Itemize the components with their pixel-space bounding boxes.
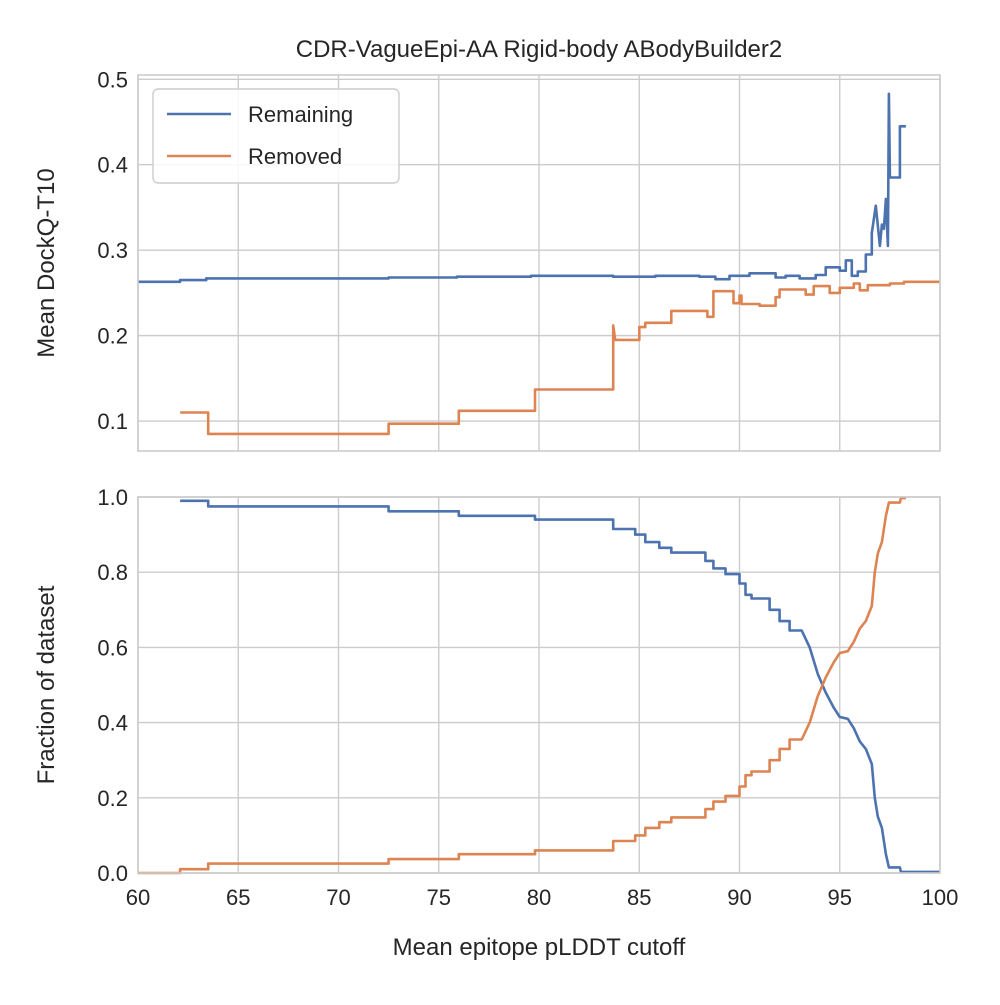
x-tick-label: 100 [922, 885, 959, 910]
y-tick-label: 0.2 [97, 324, 128, 349]
y-tick-label: 0.1 [97, 409, 128, 434]
x-tick-label: 80 [527, 885, 551, 910]
y-tick-label: 0.6 [97, 635, 128, 660]
top-y-ticks: 0.1 0.2 0.3 0.4 0.5 [97, 67, 128, 434]
y-tick-label: 0.8 [97, 560, 128, 585]
bottom-grid [137, 496, 941, 874]
series-line-remaining [180, 499, 940, 874]
x-tick-label: 65 [226, 885, 250, 910]
top-grid [137, 75, 941, 451]
x-tick-label: 70 [326, 885, 350, 910]
bottom-y-ticks: 0.0 0.2 0.4 0.6 0.8 1.0 [97, 485, 128, 886]
x-tick-label: 85 [627, 885, 651, 910]
series-line-remaining [138, 92, 906, 284]
bottom-plot-frame [137, 496, 941, 874]
x-tick-label: 60 [126, 885, 150, 910]
bottom-x-ticks: 60 65 70 75 80 85 90 95 100 [126, 885, 959, 910]
top-series [138, 92, 940, 436]
y-tick-label: 0.4 [97, 153, 128, 178]
x-tick-label: 75 [427, 885, 451, 910]
y-tick-label: 0.2 [97, 786, 128, 811]
x-axis-label: Mean epitope pLDDT cutoff [393, 934, 686, 961]
legend: Remaining Removed [152, 88, 400, 184]
top-panel: 0.1 0.2 0.3 0.4 0.5 CDR-VagueEpi-AA Rigid-bo… [33, 36, 941, 452]
top-y-axis-label: Mean DockQ-T10 [33, 168, 60, 357]
bottom-y-axis-label: Fraction of dataset [33, 585, 60, 784]
y-tick-label: 1.0 [97, 485, 128, 510]
y-tick-label: 0.3 [97, 238, 128, 263]
bottom-panel: 0.0 0.2 0.4 0.6 0.8 1.0 60 65 70 75 80 85 90 95 100 F… [33, 485, 958, 961]
y-tick-label: 0.4 [97, 711, 128, 736]
top-plot-frame [137, 74, 941, 452]
x-tick-label: 90 [727, 885, 751, 910]
legend-label-removed: Removed [248, 144, 342, 169]
x-tick-label: 95 [828, 885, 852, 910]
y-tick-label: 0.5 [97, 67, 128, 92]
legend-box [152, 88, 400, 184]
y-tick-label: 0.0 [97, 861, 128, 886]
series-line-removed [180, 280, 940, 436]
series-line-removed [138, 496, 906, 875]
bottom-series [138, 496, 940, 875]
chart-title: CDR-VagueEpi-AA Rigid-body ABodyBuilder2 [296, 36, 782, 63]
legend-label-remaining: Remaining [248, 102, 353, 127]
